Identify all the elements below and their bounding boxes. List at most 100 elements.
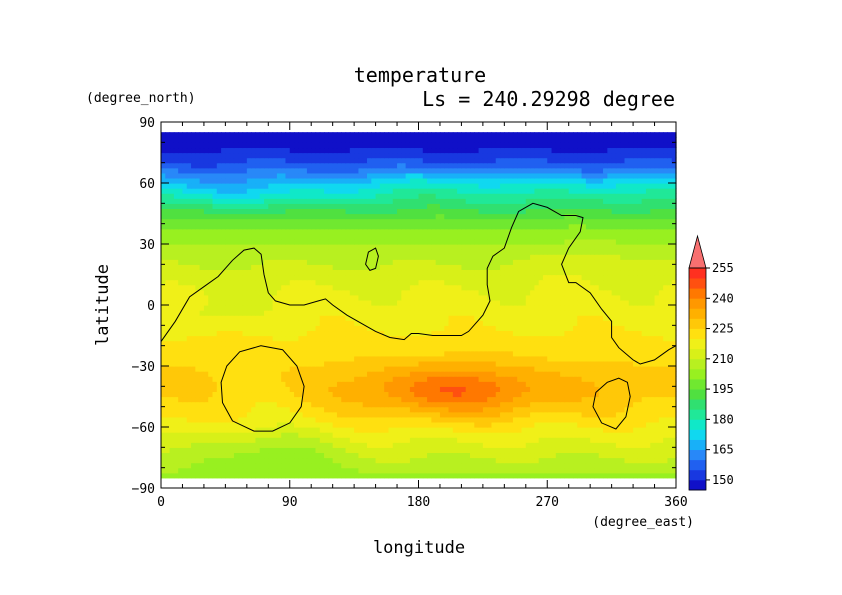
field-cell <box>495 335 501 342</box>
field-cell <box>521 381 527 387</box>
field-cell <box>568 376 574 382</box>
field-cell <box>517 437 523 443</box>
field-cell <box>272 442 278 448</box>
field-cell <box>221 416 226 423</box>
field-cell <box>615 401 621 408</box>
field-cell <box>401 401 407 408</box>
field-cell <box>251 274 257 281</box>
field-cell <box>362 335 368 342</box>
field-cell <box>555 427 561 433</box>
field-cell <box>161 457 166 464</box>
field-cell <box>255 320 261 326</box>
field-cell <box>203 432 209 438</box>
field-cell <box>465 452 471 459</box>
field-cell <box>362 427 368 433</box>
field-cell <box>667 371 673 377</box>
field-cell <box>555 366 561 372</box>
field-cell <box>379 310 385 316</box>
field-cell <box>405 269 411 276</box>
field-cell <box>624 335 630 342</box>
field-cell <box>281 467 287 474</box>
field-cell <box>311 305 317 311</box>
field-cell <box>294 299 299 306</box>
field-cell <box>221 396 226 403</box>
field-cell <box>191 299 196 306</box>
field-cell <box>650 396 656 403</box>
field-cell <box>607 340 613 347</box>
field-cell <box>671 462 677 469</box>
field-cell <box>276 310 282 316</box>
field-cell <box>379 274 385 281</box>
field-cell <box>598 355 604 362</box>
field-cell <box>375 269 381 276</box>
field-cell <box>328 320 334 326</box>
field-cell <box>547 355 553 362</box>
field-cell <box>607 345 613 352</box>
field-cell <box>324 406 329 413</box>
field-cell <box>650 411 656 418</box>
field-cell <box>319 457 325 464</box>
field-cell <box>264 391 269 398</box>
field-cell <box>645 472 651 479</box>
field-cell <box>302 406 308 413</box>
field-cell <box>517 467 523 474</box>
field-cell <box>585 462 591 469</box>
field-cell <box>654 305 660 311</box>
field-cell <box>457 350 463 357</box>
field-cell <box>598 467 604 474</box>
field-cell <box>255 310 261 316</box>
field-cell <box>384 310 390 316</box>
field-cell <box>663 335 669 342</box>
field-cell <box>452 401 458 408</box>
field-cell <box>427 289 432 296</box>
field-cell <box>264 279 269 286</box>
field-cell <box>470 401 475 408</box>
field-cell <box>452 360 458 367</box>
field-cell <box>500 442 505 448</box>
field-cell <box>401 442 407 448</box>
field-cell <box>577 320 583 326</box>
field-cell <box>302 472 308 479</box>
field-cell <box>439 391 445 398</box>
field-cell <box>658 340 664 347</box>
field-cell <box>281 396 287 403</box>
field-cell <box>581 294 587 301</box>
field-cell <box>229 386 235 393</box>
field-cell <box>216 406 222 413</box>
field-cell <box>603 274 608 281</box>
field-cell <box>418 294 424 301</box>
field-cell <box>203 274 209 281</box>
field-cell <box>405 432 411 438</box>
field-cell <box>186 437 192 443</box>
field-cell <box>203 421 209 428</box>
field-cell <box>306 406 312 413</box>
field-cell <box>371 432 377 438</box>
y-units-label: (degree_north) <box>86 91 196 106</box>
field-cell <box>547 401 553 408</box>
field-cell <box>311 360 317 367</box>
field-cell <box>478 396 484 403</box>
field-cell <box>259 366 265 372</box>
field-cell <box>367 376 372 382</box>
field-cell <box>328 289 334 296</box>
field-cell <box>302 335 308 342</box>
field-cell <box>615 320 621 326</box>
field-cell <box>521 330 527 337</box>
field-cell <box>470 437 475 443</box>
field-cell <box>409 416 415 423</box>
field-cell <box>581 305 587 311</box>
field-cell <box>414 294 420 301</box>
field-cell <box>611 421 617 428</box>
field-cell <box>461 305 467 311</box>
field-cell <box>517 325 523 332</box>
field-cell <box>547 396 553 403</box>
field-cell <box>255 447 261 454</box>
field-cell <box>650 299 656 306</box>
field-cell <box>620 350 626 357</box>
field-cell <box>216 315 222 321</box>
field-cell <box>624 345 630 352</box>
field-cell <box>354 401 360 408</box>
field-cell <box>354 299 360 306</box>
field-cell <box>478 391 484 398</box>
field-cell <box>590 462 596 469</box>
